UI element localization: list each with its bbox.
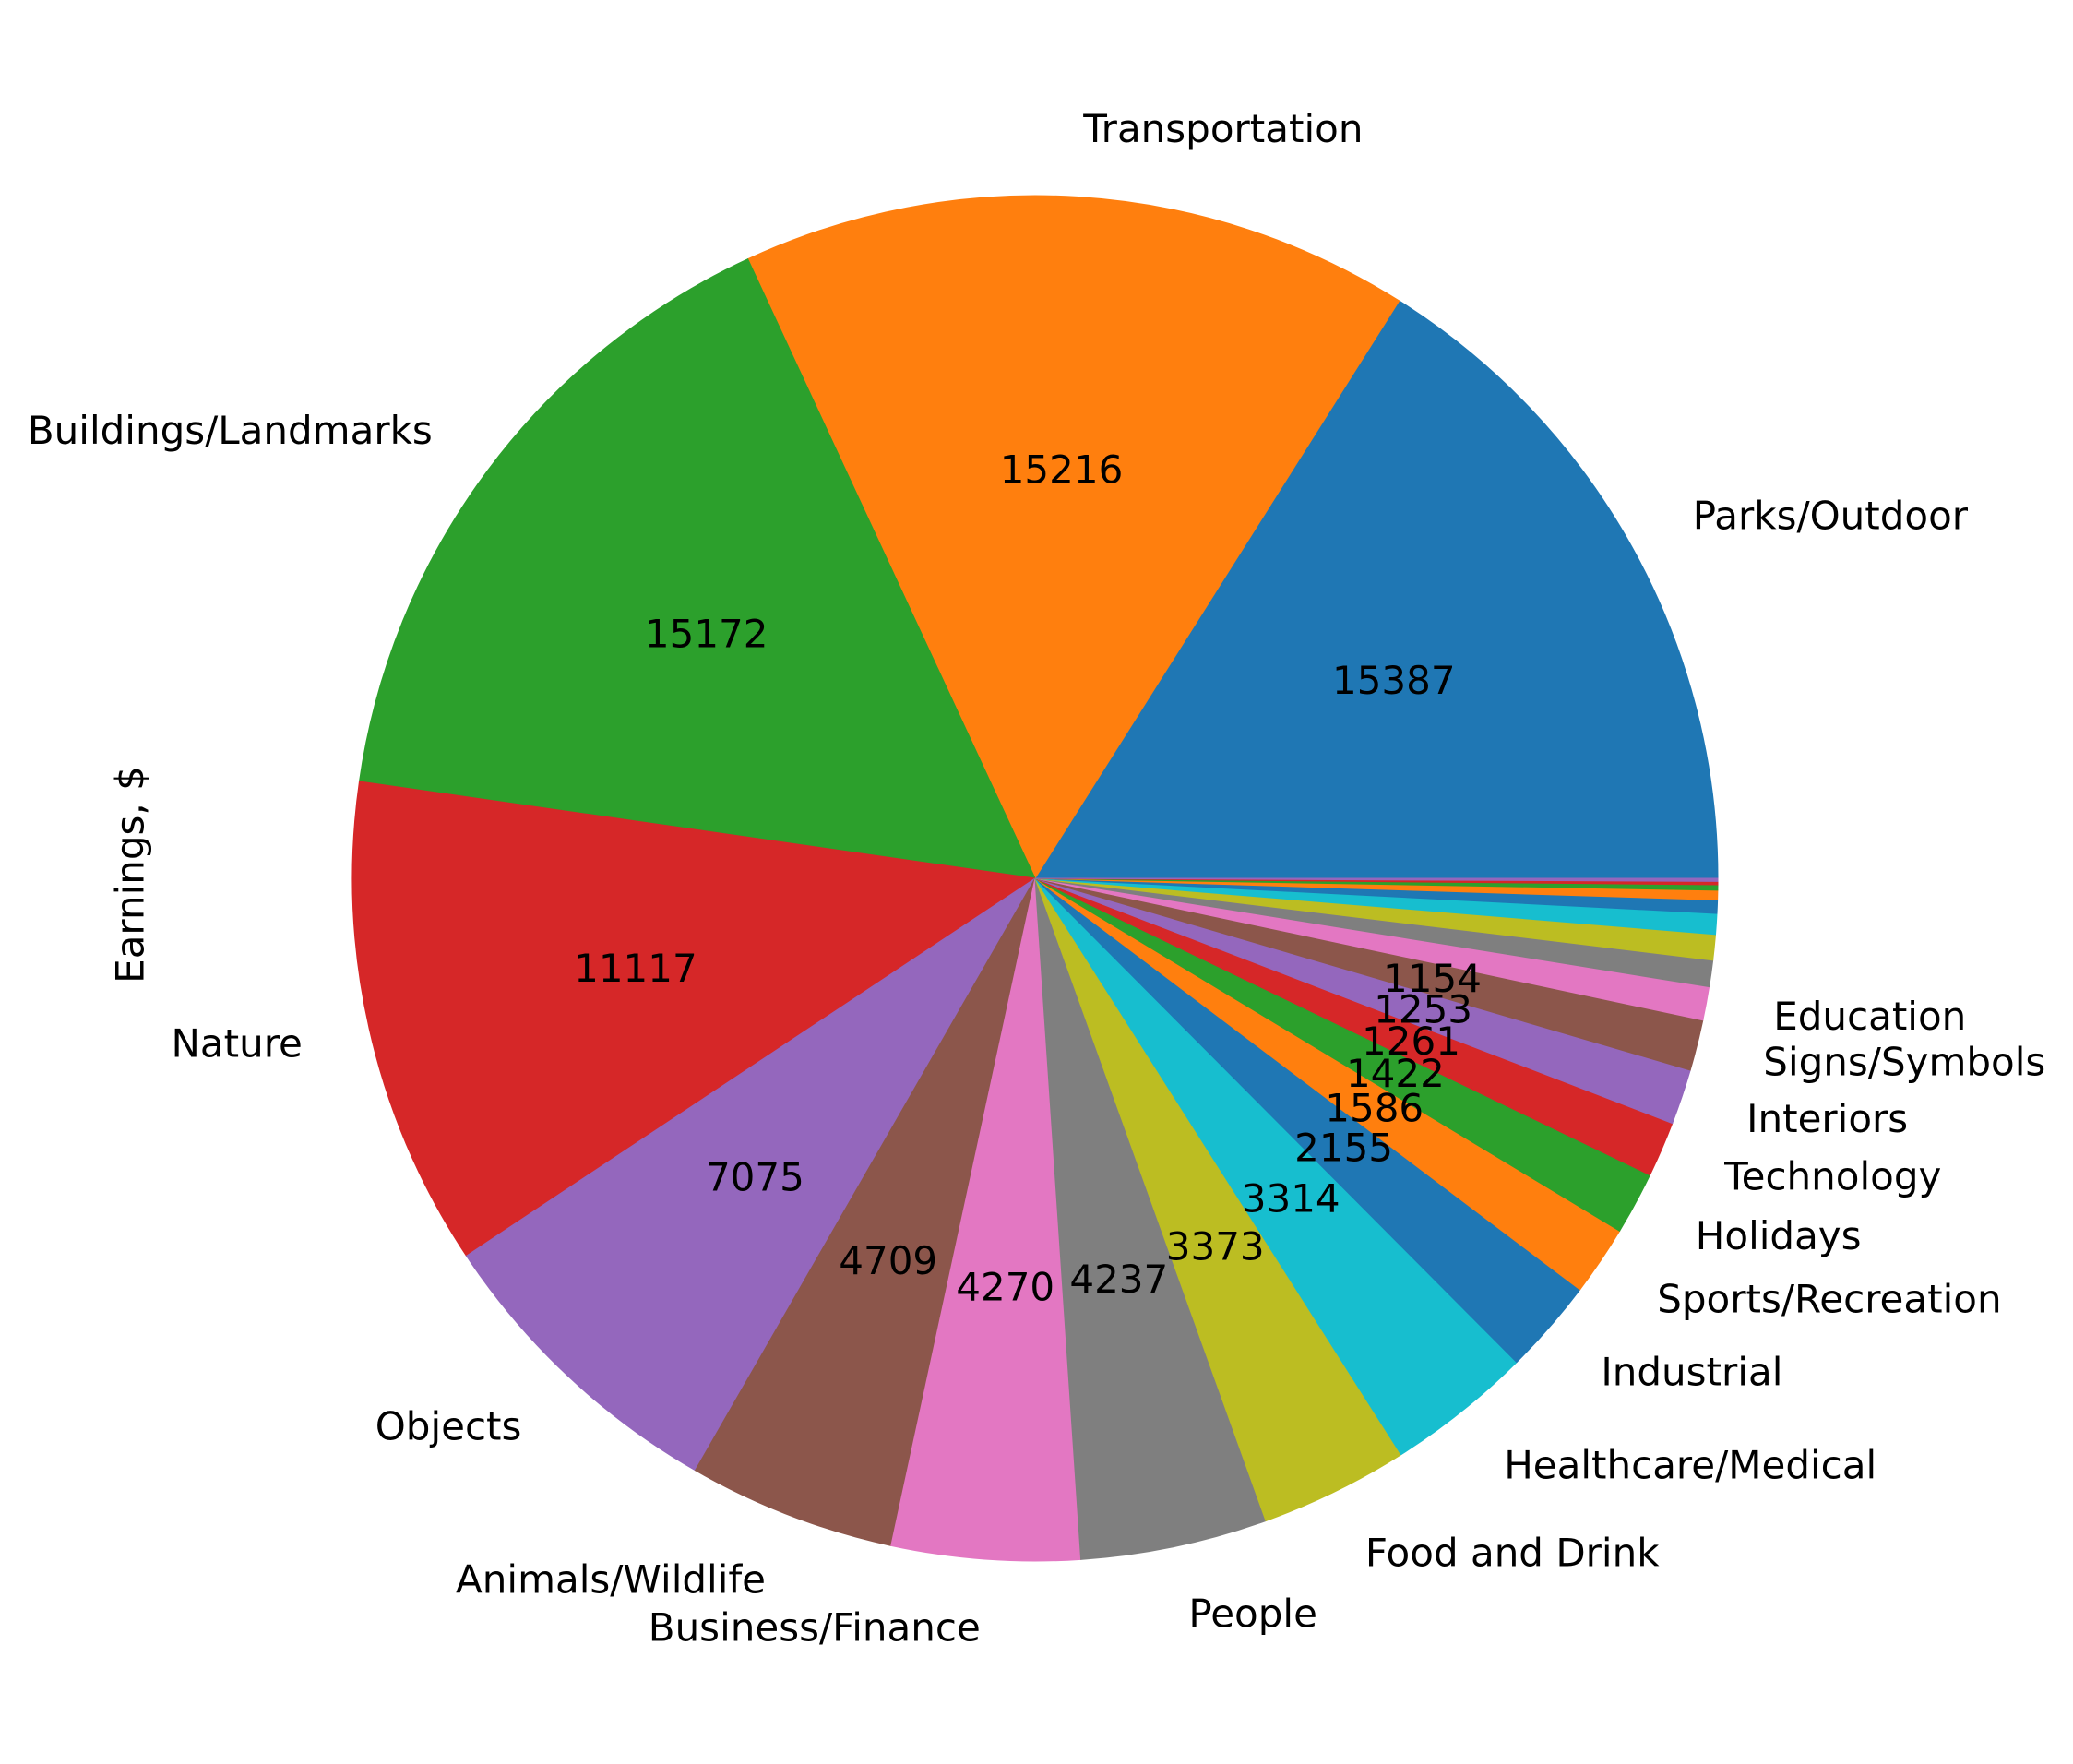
pie-category-labels-group: Parks/Outdoor Transportation Buildings/Lan… [28,106,2045,1650]
pie-slice-animals-wildlife [694,877,1036,1546]
slice-value-sports-recreation: 1586 [1325,1085,1424,1130]
slice-label-nature: Nature [171,1021,302,1067]
slice-value-people: 4237 [1069,1257,1168,1302]
pie-slice-buildings-landmarks [358,258,1036,879]
slice-label-industrial: Industrial [1601,1350,1782,1395]
slice-label-business-finance: Business/Finance [649,1604,981,1650]
slice-value-interiors: 1253 [1374,987,1472,1032]
slice-value-signs-symbols: 1154 [1383,956,1482,1001]
slice-label-sports-recreation: Sports/Recreation [1657,1277,2001,1322]
slice-label-technology: Technology [1723,1154,1941,1199]
slice-value-healthcare-medical: 3314 [1242,1175,1340,1221]
slice-label-signs-symbols: Signs/Symbols [1763,1040,2045,1085]
slice-label-healthcare-medical: Healthcare/Medical [1504,1442,1876,1487]
slice-label-food-and-drink: Food and Drink [1365,1531,1660,1576]
slice-label-parks-outdoor: Parks/Outdoor [1693,493,1969,538]
slice-value-animals-wildlife: 4709 [839,1238,937,1283]
slice-value-objects: 7075 [706,1155,804,1200]
slice-value-holidays: 1422 [1346,1051,1445,1096]
y-axis-label: Earnings, $ [108,766,153,983]
slice-value-nature: 11117 [574,946,697,991]
slice-label-animals-wildlife: Animals/Wildlife [456,1556,766,1602]
slice-value-transportation: 15216 [1000,447,1124,492]
pie-slice-unlabeled-24 [1034,877,1719,882]
pie-slice-nature [351,781,1037,1257]
pie-slice-people [1034,877,1267,1560]
slice-value-technology: 1261 [1362,1019,1460,1064]
pie-slice-objects [465,877,1036,1472]
slice-label-transportation: Transportation [1082,106,1363,151]
pie-slice-business-finance [890,877,1082,1562]
slice-label-objects: Objects [375,1403,522,1448]
slice-value-business-finance: 4270 [956,1264,1054,1309]
pie-slice-transportation [746,195,1400,880]
slice-label-education: Education [1773,994,1966,1039]
pie-value-labels-group: 15387 15216 15172 11117 7075 4709 4270 42373373… [574,447,1482,1309]
slice-label-holidays: Holidays [1696,1213,1862,1258]
slice-value-parks-outdoor: 15387 [1332,658,1456,703]
slice-label-interiors: Interiors [1746,1096,1908,1141]
pie-slice-parks-outdoor [1034,300,1719,879]
slice-value-buildings-landmarks: 15172 [645,612,768,657]
slice-value-industrial: 2155 [1294,1125,1393,1170]
slice-label-people: People [1188,1591,1317,1636]
slice-value-food-and-drink: 3373 [1166,1223,1265,1269]
pie-slices-group [351,195,1719,1562]
slice-label-buildings-landmarks: Buildings/Landmarks [28,408,433,453]
